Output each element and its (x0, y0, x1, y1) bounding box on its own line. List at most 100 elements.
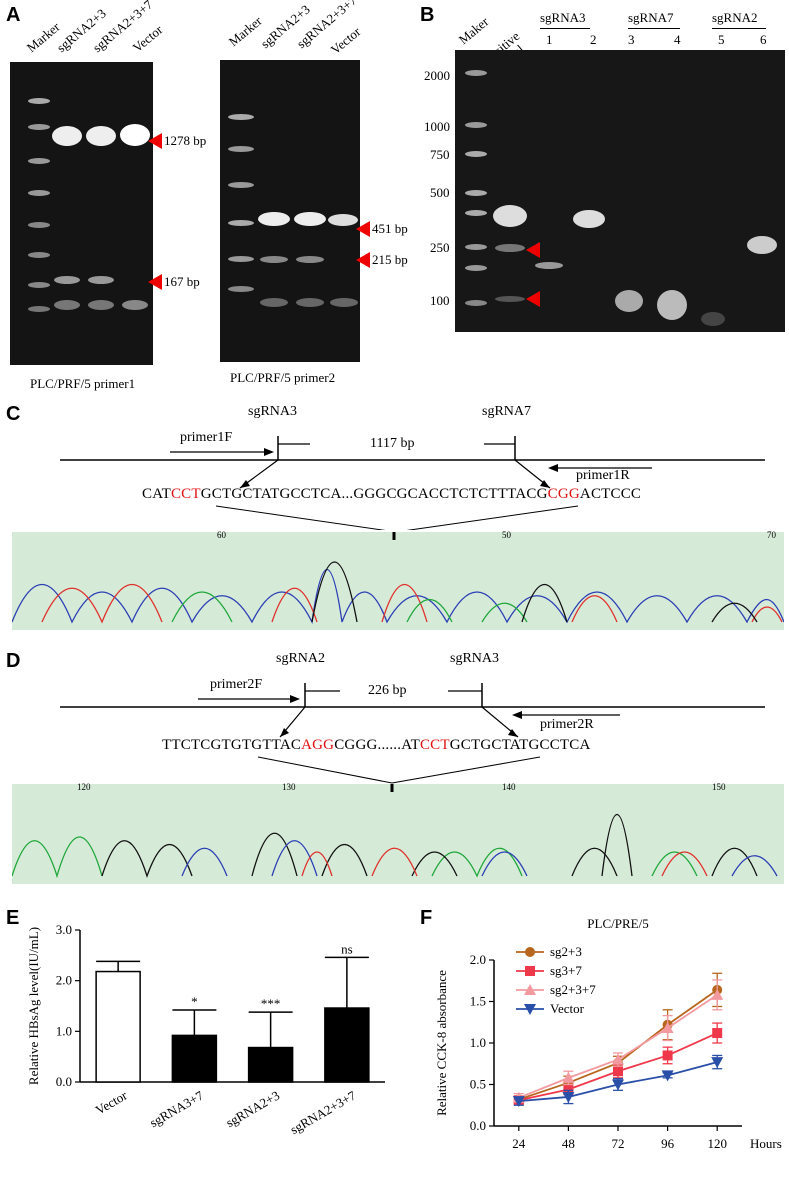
data-point (661, 1070, 674, 1082)
panel-c-primer-r: primer1R (576, 468, 630, 483)
bar (171, 1034, 218, 1083)
y-axis-label: Relative CCK-8 absorbance (434, 970, 449, 1116)
significance-label: ns (341, 941, 353, 956)
panel-d-seq-seg-2: CGGG......AT (334, 737, 420, 753)
panel-d-trace-tick-1: 120 (77, 782, 91, 792)
gel-b-ladder-2000: 2000 (424, 68, 450, 83)
gel-b-group-sgrna3: sgRNA3 (540, 10, 586, 25)
gel-a1-lane-vector: Vector (129, 21, 166, 56)
bar-chart-hbsag: 0.0 1.0 2.0 3.0 Relative HBsAg level(IU/mL) V… (26, 922, 385, 1137)
panel-label-d: D (6, 650, 21, 672)
gel-b-lane-2: 2 (590, 32, 597, 47)
panel-d-sequence: TTCTCGTGTGTTACAGGCGGG......ATCCTGCTGCTAT… (162, 737, 591, 754)
legend-label: sg3+7 (550, 963, 582, 978)
gel-a2-band-215: 215 bp (372, 252, 408, 267)
gel-b-group-line-2 (628, 28, 680, 29)
gel-b-lane-3: 3 (628, 32, 635, 47)
x-tick-label: 24 (512, 1136, 526, 1151)
bar (95, 970, 141, 1083)
gel-b-ladder-750: 750 (430, 147, 450, 162)
gel-b-lane-6: 6 (760, 32, 767, 47)
gel-image-a1 (10, 62, 153, 365)
arrow-marker-b-upper (526, 242, 540, 258)
data-point (712, 1028, 723, 1039)
x-tick-label: Vector (93, 1087, 130, 1117)
panel-c-trace-tick-3: 70 (767, 530, 776, 540)
x-tick-label: 48 (562, 1136, 575, 1151)
arrow-marker-215 (356, 252, 370, 268)
gel-b-lane-1: 1 (546, 32, 553, 47)
gel-a2-caption: PLC/PRF/5 primer2 (230, 370, 336, 385)
gel-a1-caption: PLC/PRF/5 primer1 (30, 376, 136, 391)
arrow-marker-167 (148, 274, 162, 290)
line-chart-cck8: PLC/PRE/5 0.0 0.5 1.0 1.5 2.0 24 48 72 96 120 Hours… (434, 916, 782, 1151)
x-tick-label: sgRNA2+3 (223, 1088, 282, 1131)
gel-b-group-line-3 (712, 28, 766, 29)
data-point (562, 1091, 575, 1103)
gel-b-group-sgrna2: sgRNA2 (712, 10, 758, 25)
gel-a1-band-167: 167 bp (164, 274, 200, 289)
data-point (711, 988, 724, 1000)
significance-label: * (191, 994, 198, 1009)
bar (324, 1007, 370, 1083)
panel-c-sg-left: sgRNA3 (248, 404, 298, 419)
x-axis-label: Hours (750, 1136, 782, 1151)
y-tick-label: 0.0 (56, 1074, 72, 1089)
gel-b-ladder-250: 250 (430, 240, 450, 255)
data-point (563, 1084, 574, 1095)
gel-b-lane-5: 5 (718, 32, 725, 47)
data-point (512, 1096, 525, 1108)
panel-c-length: 1117 bp (370, 436, 415, 451)
y-tick-label: 1.0 (470, 1035, 486, 1050)
y-tick-label: 0.0 (470, 1118, 486, 1133)
panel-d-trace-tick-4: 150 (712, 782, 726, 792)
gel-image-b (455, 50, 785, 332)
panel-d-sg-left: sgRNA2 (276, 651, 326, 666)
data-point (662, 1050, 673, 1061)
panel-c-seq-seg-3: CGG (547, 486, 580, 502)
panel-d-sg-right: sgRNA3 (450, 651, 500, 666)
y-tick-label: 2.0 (56, 973, 72, 988)
x-tick-label: sgRNA3+7 (147, 1087, 206, 1130)
y-tick-label: 1.5 (470, 994, 486, 1009)
panel-c-seq-seg-0: CAT (142, 486, 171, 502)
gel-b-group-sgrna7: sgRNA7 (628, 10, 674, 25)
bar (247, 1046, 294, 1083)
data-point (562, 1071, 575, 1083)
panel-c-sg-right: sgRNA7 (482, 404, 532, 419)
panel-d-primer-r: primer2R (540, 717, 594, 732)
significance-label: *** (261, 996, 281, 1011)
x-tick-label: 96 (661, 1136, 675, 1151)
data-point (613, 1066, 623, 1077)
y-tick-label: 2.0 (470, 952, 486, 967)
data-point (525, 947, 535, 957)
data-point (612, 1053, 624, 1065)
x-tick-label: sgRNA2+3+7 (288, 1087, 359, 1137)
panel-d-trace-tick-2: 130 (282, 782, 296, 792)
panel-c-trace-tick-1: 60 (217, 530, 226, 540)
panel-d-seq-seg-4: GCTGCTATGCCTCA (449, 737, 591, 753)
legend-label: sg2+3 (550, 944, 582, 959)
panel-d-primer-f: primer2F (210, 677, 263, 692)
panel-d-seq-seg-1: AGG (301, 737, 335, 753)
data-point (711, 1057, 724, 1069)
legend-label: Vector (550, 1001, 585, 1016)
gel-b-lane-maker: Maker (455, 13, 492, 48)
panel-c-trace-tick-2: 50 (502, 530, 511, 540)
gel-a1-band-1278: 1278 bp (164, 133, 207, 148)
panel-c-seq-seg-1: CCT (170, 486, 201, 502)
panel-label-e: E (6, 907, 20, 929)
gel-b-lane-4: 4 (674, 32, 681, 47)
data-point (524, 984, 536, 995)
y-axis-label: Relative HBsAg level(IU/mL) (26, 927, 41, 1085)
data-point (525, 966, 535, 976)
panel-d-chromatogram: 120 130 140 150 (12, 782, 784, 884)
legend-label: sg2+3+7 (550, 982, 596, 997)
y-tick-label: 0.5 (470, 1077, 486, 1092)
panel-d-length: 226 bp (368, 683, 407, 698)
panel-label-c: C (6, 403, 21, 425)
gel-b-ladder-100: 100 (430, 293, 450, 308)
y-tick-label: 3.0 (56, 922, 72, 937)
gel-a2-lane-vector: Vector (327, 23, 364, 58)
chart-title: PLC/PRE/5 (587, 916, 648, 931)
